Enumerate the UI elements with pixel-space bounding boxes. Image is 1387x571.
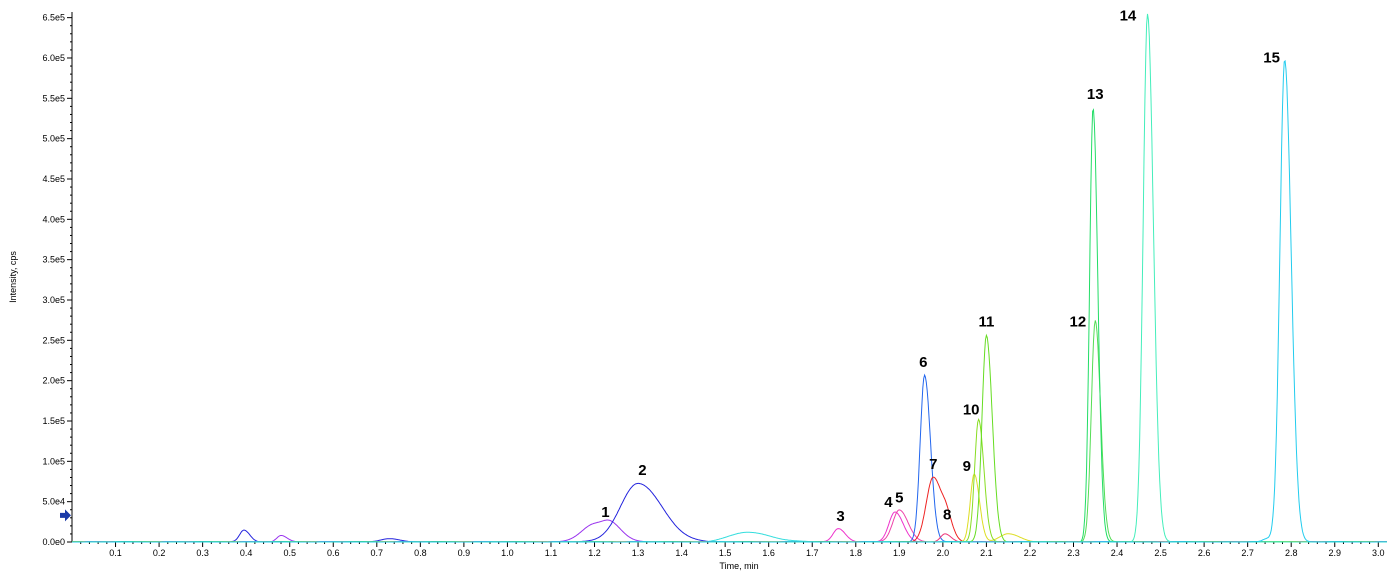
peak-label: 1 bbox=[601, 504, 609, 521]
series-line bbox=[71, 418, 1387, 543]
x-tick-label: 1.5 bbox=[719, 548, 732, 558]
x-tick-label: 1.3 bbox=[632, 548, 645, 558]
series-line bbox=[72, 476, 1387, 543]
x-tick-label: 0.5 bbox=[283, 548, 296, 558]
x-tick-label: 2.4 bbox=[1111, 548, 1124, 558]
x-tick-label: 2.8 bbox=[1285, 548, 1298, 558]
x-tick-label: 0.2 bbox=[153, 548, 166, 558]
y-tick-label: 6.5e5 bbox=[42, 13, 65, 23]
peak-label: 2 bbox=[638, 462, 646, 479]
series-line bbox=[72, 519, 1387, 543]
peak-label: 10 bbox=[963, 401, 980, 418]
peak-label: 9 bbox=[963, 458, 971, 475]
series-line bbox=[72, 333, 1387, 543]
x-tick-label: 1.9 bbox=[893, 548, 906, 558]
y-tick-label: 6.0e5 bbox=[42, 53, 65, 63]
y-tick-label: 4.0e5 bbox=[42, 214, 65, 224]
x-tick-label: 0.1 bbox=[109, 548, 122, 558]
peak-label: 8 bbox=[943, 506, 951, 523]
y-axis-ticks: 0.0e0 5.0e4 1.0e5 1.5e5 2.0e5 2.5e5 3.0e5 3.5e5… bbox=[42, 13, 72, 547]
y-tick-label: 5.5e5 bbox=[42, 93, 65, 103]
x-tick-label: 2.6 bbox=[1198, 548, 1211, 558]
series-line bbox=[72, 482, 1387, 543]
x-tick-label: 0.9 bbox=[458, 548, 471, 558]
series-layer bbox=[71, 13, 1387, 543]
x-tick-label: 0.3 bbox=[196, 548, 209, 558]
peak-label: 3 bbox=[836, 508, 844, 525]
y-axis-title: Intensity, cps bbox=[8, 251, 18, 303]
y-tick-label: 1.0e5 bbox=[42, 456, 65, 466]
y-tick-label: 3.0e5 bbox=[42, 295, 65, 305]
series-line bbox=[72, 473, 1387, 543]
x-tick-label: 0.8 bbox=[414, 548, 427, 558]
series-line bbox=[72, 59, 1387, 543]
y-tick-label: 5.0e4 bbox=[42, 497, 65, 507]
x-tick-label: 1.7 bbox=[806, 548, 819, 558]
x-tick-label: 2.3 bbox=[1067, 548, 1080, 558]
series-line bbox=[72, 533, 1387, 543]
y-tick-label: 2.0e5 bbox=[42, 376, 65, 386]
x-tick-label: 1.8 bbox=[850, 548, 863, 558]
x-tick-label: 1.2 bbox=[588, 548, 601, 558]
x-tick-label: 2.2 bbox=[1024, 548, 1037, 558]
x-axis-ticks: 0.1 0.2 0.3 0.4 0.5 0.6 0.7 0.8 0.9 1.0 1.1 1.2 1.3 1… bbox=[80, 542, 1385, 558]
y-tick-label: 0.0e0 bbox=[42, 537, 65, 547]
threshold-arrow-icon bbox=[60, 509, 71, 522]
series-line bbox=[72, 373, 1387, 543]
x-tick-label: 2.7 bbox=[1241, 548, 1254, 558]
peak-label: 6 bbox=[919, 354, 927, 371]
y-tick-label: 3.5e5 bbox=[42, 255, 65, 265]
series-line bbox=[72, 509, 1387, 543]
x-tick-label: 0.6 bbox=[327, 548, 340, 558]
x-tick-label: 1.6 bbox=[762, 548, 775, 558]
x-tick-label: 2.5 bbox=[1154, 548, 1167, 558]
y-tick-label: 4.5e5 bbox=[42, 174, 65, 184]
y-tick-label: 1.5e5 bbox=[42, 416, 65, 426]
series-line bbox=[72, 108, 1387, 543]
series-line bbox=[72, 511, 1387, 543]
y-tick-label: 2.5e5 bbox=[42, 335, 65, 345]
x-tick-label: 3.0 bbox=[1372, 548, 1385, 558]
x-tick-label: 0.7 bbox=[371, 548, 384, 558]
series-line bbox=[72, 531, 1387, 543]
peak-label: 12 bbox=[1070, 313, 1087, 330]
peak-label: 11 bbox=[978, 313, 994, 330]
peak-label: 15 bbox=[1263, 50, 1280, 67]
x-tick-label: 1.4 bbox=[675, 548, 688, 558]
x-axis-title: Time, min bbox=[719, 561, 758, 571]
peak-label: 7 bbox=[929, 456, 937, 473]
x-tick-label: 1.1 bbox=[545, 548, 558, 558]
peak-label: 4 bbox=[884, 494, 893, 511]
peak-label: 13 bbox=[1087, 86, 1104, 103]
series-line bbox=[72, 320, 1387, 543]
peak-label: 14 bbox=[1120, 8, 1137, 25]
x-tick-label: 2.9 bbox=[1328, 548, 1341, 558]
x-tick-label: 1.0 bbox=[501, 548, 514, 558]
peak-label: 5 bbox=[895, 489, 903, 506]
x-tick-label: 2.1 bbox=[980, 548, 993, 558]
y-tick-label: 5.0e5 bbox=[42, 134, 65, 144]
x-tick-label: 0.4 bbox=[240, 548, 253, 558]
x-tick-label: 2.0 bbox=[937, 548, 950, 558]
series-line bbox=[72, 13, 1387, 543]
